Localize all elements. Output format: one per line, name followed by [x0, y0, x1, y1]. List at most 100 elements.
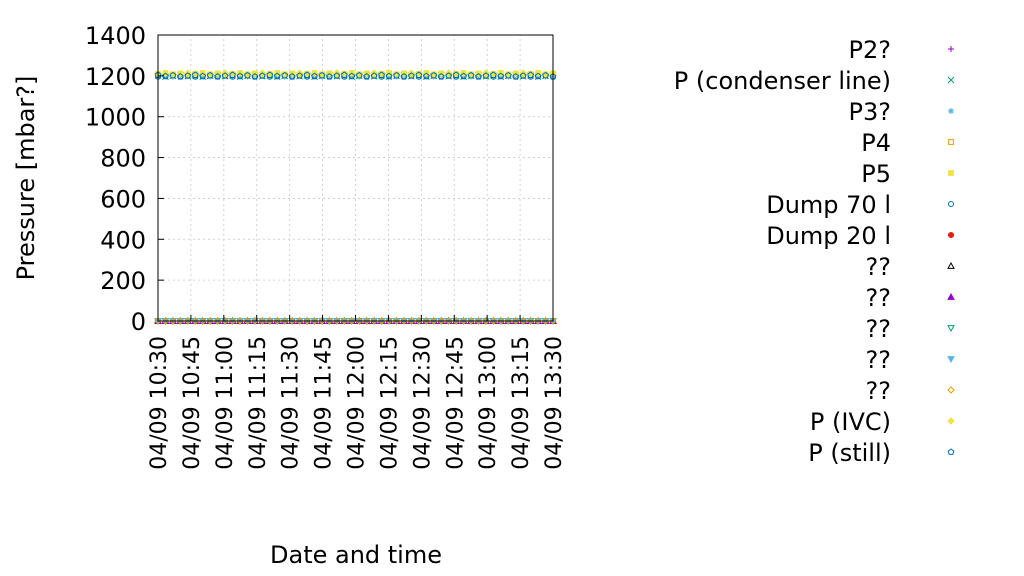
data-point	[303, 317, 311, 325]
legend-item: P (condenser line)	[674, 67, 955, 95]
y-tick-label: 400	[100, 226, 146, 254]
x-tick-label: 04/09 10:30	[147, 336, 172, 470]
legend: P2? P (condenser line) P3? P4 P5 Dump 70 l Dum…	[674, 36, 955, 467]
data-point	[318, 317, 326, 325]
data-point	[228, 317, 237, 325]
data-point	[504, 71, 512, 79]
data-series	[154, 69, 557, 326]
legend-marker	[948, 108, 954, 114]
data-point	[452, 71, 460, 78]
data-point	[303, 71, 311, 78]
y-axis-label: Pressure [mbar?]	[12, 76, 40, 281]
data-point	[467, 317, 475, 325]
legend-label: P (condenser line)	[674, 67, 891, 95]
data-point	[362, 317, 371, 325]
data-point	[512, 73, 520, 80]
y-tick-label: 1200	[85, 63, 146, 91]
data-point	[542, 71, 549, 79]
data-point	[497, 72, 505, 80]
data-point	[258, 317, 267, 325]
legend-item: ??	[866, 284, 955, 312]
data-point	[355, 317, 363, 325]
x-tick-label: 04/09 13:15	[509, 336, 534, 470]
legend-marker	[948, 46, 954, 52]
y-tick-label: 600	[100, 185, 146, 213]
data-point	[519, 317, 527, 325]
legend-label: P2?	[849, 36, 891, 64]
data-point	[229, 71, 236, 78]
data-point	[161, 317, 170, 325]
data-point	[169, 71, 177, 79]
legend-item: ??	[866, 253, 955, 281]
data-point	[236, 72, 244, 80]
data-point	[475, 73, 482, 80]
legend-item: P5	[861, 160, 954, 188]
data-point	[370, 317, 378, 325]
legend-marker	[947, 261, 955, 269]
data-point	[325, 73, 333, 80]
legend-marker	[947, 292, 955, 300]
data-point	[437, 73, 445, 80]
legend-label: Dump 20 l	[766, 222, 891, 250]
legend-item: ??	[866, 315, 955, 343]
data-point	[549, 317, 557, 325]
data-point	[363, 73, 371, 80]
x-tick-label: 04/09 11:45	[312, 336, 337, 470]
data-point	[385, 72, 393, 80]
legend-marker	[947, 356, 955, 364]
data-point	[243, 317, 252, 325]
data-point	[206, 317, 214, 325]
data-point	[422, 72, 430, 80]
data-point	[169, 317, 177, 325]
data-point	[333, 317, 341, 325]
data-point	[400, 73, 408, 80]
data-point	[526, 317, 535, 325]
data-point	[266, 317, 274, 325]
x-axis-label: Date and time	[270, 541, 442, 569]
legend-marker	[948, 139, 954, 145]
data-point	[273, 317, 281, 325]
data-point	[519, 72, 527, 79]
data-point	[318, 71, 326, 79]
x-tick-label: 04/09 12:00	[345, 336, 370, 470]
y-tick-label: 0	[131, 308, 146, 336]
data-point	[243, 71, 251, 79]
data-point	[377, 317, 386, 325]
data-point	[221, 317, 229, 325]
data-point	[266, 71, 274, 78]
legend-label: ??	[866, 346, 891, 374]
data-point	[422, 317, 431, 325]
legend-marker	[947, 448, 955, 455]
legend-label: ??	[866, 284, 891, 312]
data-point	[214, 73, 222, 80]
data-point	[348, 72, 356, 80]
series-13	[154, 71, 557, 80]
x-tick-label: 04/09 12:45	[443, 336, 468, 470]
data-point	[534, 317, 542, 325]
y-axis-ticks: 0 200 400 600 800 1000 1200 1400	[85, 22, 164, 336]
data-point	[489, 317, 498, 325]
legend-label: ??	[866, 315, 891, 343]
data-point	[258, 72, 266, 79]
legend-item: Dump 70 l	[766, 191, 955, 219]
data-point	[273, 72, 281, 80]
data-point	[213, 317, 222, 325]
data-point	[288, 73, 296, 80]
data-point	[206, 71, 214, 79]
x-tick-label: 04/09 12:30	[410, 336, 435, 470]
data-point	[474, 317, 483, 325]
data-point	[400, 317, 408, 325]
data-point	[460, 72, 468, 80]
data-point	[199, 317, 207, 325]
legend-item: ??	[866, 377, 955, 405]
legend-label: ??	[866, 253, 891, 281]
x-tick-label: 04/09 12:15	[377, 336, 402, 470]
data-point	[444, 317, 453, 325]
legend-label: ??	[866, 377, 891, 405]
x-tick-label: 04/09 11:00	[213, 336, 238, 470]
data-point	[340, 317, 349, 325]
data-point	[251, 73, 259, 80]
data-point	[378, 71, 386, 78]
data-point	[311, 72, 318, 80]
